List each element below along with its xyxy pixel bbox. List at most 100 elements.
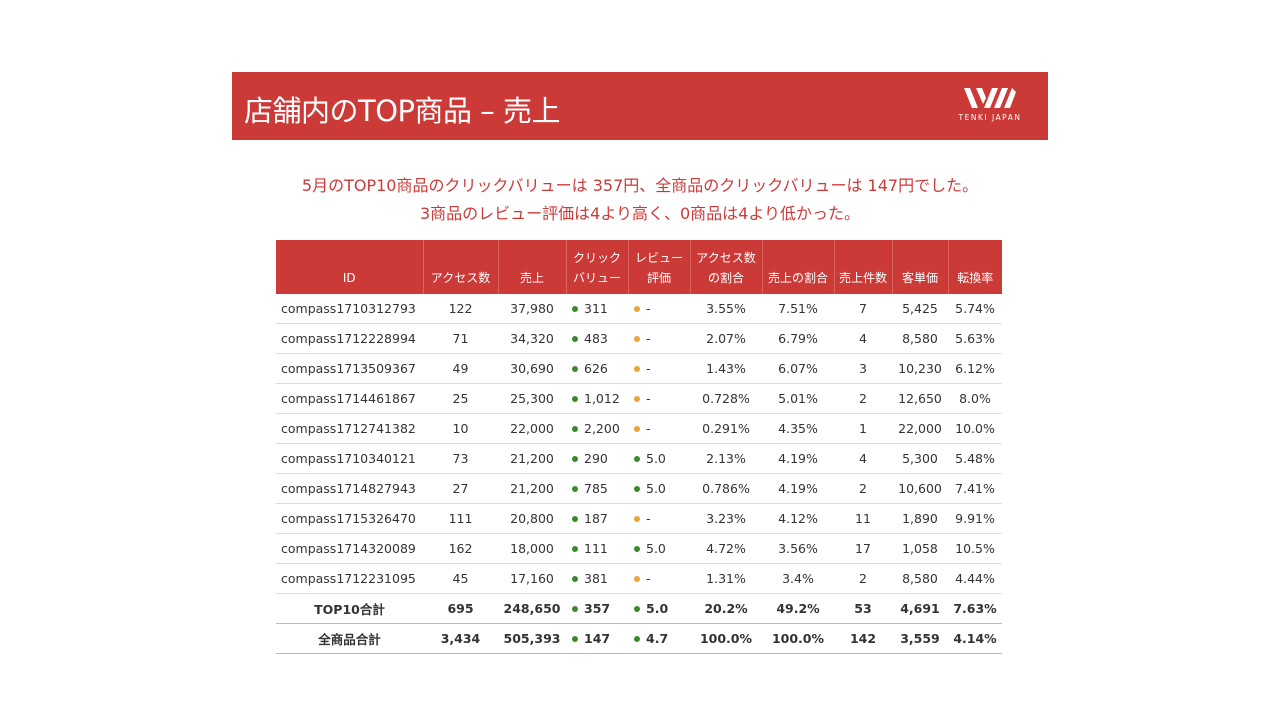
cell-review: 5.0 (628, 443, 690, 474)
cell-click: 290 (566, 443, 628, 474)
cell-access_share: 3.55% (690, 294, 762, 324)
cell-value: 6.79% (778, 331, 818, 346)
header-banner: 店舗内のTOP商品 – 売上 TENKI JAPAN (232, 72, 1048, 140)
cell-value: 20,800 (510, 511, 554, 526)
cell-count: 7 (834, 294, 892, 324)
cell-value: 30,690 (510, 361, 554, 376)
cell-value: 5.01% (778, 391, 818, 406)
page-title: 店舗内のTOP商品 – 売上 (244, 94, 560, 128)
cell-value: compass1710340121 (281, 451, 416, 466)
cell-sales: 30,690 (498, 353, 566, 384)
cell-value: 3.55% (706, 301, 746, 316)
cell-access: 122 (423, 294, 498, 324)
brand-name: TENKI JAPAN (958, 113, 1022, 122)
cell-count: 2 (834, 563, 892, 594)
table-row: compass1710340121 73 21,200 290 5.0 2.13% 4.19… (276, 443, 1002, 474)
column-header-label: 売上 (519, 271, 544, 285)
cell-value: 12,650 (898, 391, 942, 406)
cell-id: compass1710312793 (276, 294, 423, 324)
status-dot-icon (572, 635, 578, 642)
cell-value: compass1715326470 (281, 511, 416, 526)
cell-access: 71 (423, 323, 498, 354)
cell-id: compass1714320089 (276, 533, 423, 564)
cell-value: 7.51% (778, 301, 818, 316)
cell-value: 4.12% (778, 511, 818, 526)
cell-access: 27 (423, 473, 498, 504)
cell-id: compass1714827943 (276, 473, 423, 504)
cell-value: 3.23% (706, 511, 746, 526)
column-header-click: クリック バリュー (565, 240, 628, 294)
cell-value: 6.07% (778, 361, 818, 376)
cell-value: 187 (584, 511, 608, 526)
cell-access_share: 3.23% (690, 503, 762, 534)
cell-review: - (628, 383, 690, 414)
cell-value: 3,434 (440, 631, 481, 646)
column-header-label: クリック (572, 251, 621, 265)
cell-avg: 10,600 (892, 473, 948, 504)
cell-value: compass1714461867 (281, 391, 416, 406)
cell-conv: 7.63% (948, 593, 1002, 624)
cell-value: 3.4% (782, 571, 814, 586)
cell-id: compass1712741382 (276, 413, 423, 444)
cell-value: 100.0% (699, 631, 753, 646)
cell-value: 5.0 (646, 541, 666, 556)
table-row: compass1714461867 25 25,300 1,012 - 0.728% 5.0… (276, 383, 1002, 414)
cell-value: - (646, 301, 651, 316)
status-dot-icon (572, 335, 578, 342)
cell-count: 17 (834, 533, 892, 564)
table-row: compass1710312793 122 37,980 311 - 3.55% 7.51%… (276, 294, 1002, 324)
cell-value: 1,890 (902, 511, 938, 526)
cell-count: 4 (834, 323, 892, 354)
cell-value: 10.5% (955, 541, 995, 556)
cell-access_share: 20.2% (690, 593, 762, 624)
cell-avg: 3,559 (892, 623, 948, 654)
cell-sales_share: 6.79% (762, 323, 834, 354)
cell-value: 2 (859, 391, 867, 406)
cell-value: 4.44% (955, 571, 995, 586)
cell-count: 142 (834, 623, 892, 654)
cell-sales: 17,160 (498, 563, 566, 594)
cell-value: 3,559 (900, 631, 940, 646)
cell-value: compass1712741382 (281, 421, 416, 436)
column-header-label: 評価 (646, 271, 671, 285)
cell-value: 6.12% (955, 361, 995, 376)
cell-value: 4 (859, 451, 867, 466)
cell-value: 1.31% (706, 571, 746, 586)
cell-value: 111 (448, 511, 473, 526)
cell-sales_share: 4.19% (762, 443, 834, 474)
column-header-label: ID (342, 271, 356, 285)
cell-value: TOP10合計 (314, 602, 385, 617)
cell-click: 381 (566, 563, 628, 594)
cell-sales_share: 49.2% (762, 593, 834, 624)
cell-sales: 34,320 (498, 323, 566, 354)
cell-value: 7 (859, 301, 867, 316)
cell-sales_share: 4.12% (762, 503, 834, 534)
cell-value: 248,650 (503, 601, 561, 616)
cell-value: 5.48% (955, 451, 995, 466)
cell-count: 3 (834, 353, 892, 384)
summary-line-1: 5月のTOP10商品のクリックバリューは 357円、全商品のクリックバリューは … (301, 176, 979, 195)
column-header-access: アクセス数 (422, 240, 498, 294)
table-header-row: ID アクセス数 売上 クリック バリュー レビュー 評価 アクセス数 の割合 売上の割合 売上件数… (276, 240, 1002, 294)
cell-click: 187 (566, 503, 628, 534)
cell-review: - (628, 294, 690, 324)
status-dot-icon (572, 575, 578, 582)
column-header-access_share: アクセス数 の割合 (689, 240, 762, 294)
cell-click: 483 (566, 323, 628, 354)
table-row: compass1713509367 49 30,690 626 - 1.43% 6.07% 3… (276, 353, 1002, 384)
cell-value: compass1714320089 (281, 541, 416, 556)
cell-value: 21,200 (510, 451, 554, 466)
column-header-count: 売上件数 (833, 240, 892, 294)
status-dot-icon (634, 635, 640, 642)
cell-value: compass1710312793 (281, 301, 416, 316)
cell-value: 162 (448, 541, 473, 556)
cell-access: 73 (423, 443, 498, 474)
cell-access: 45 (423, 563, 498, 594)
cell-value: 5.0 (646, 481, 666, 496)
cell-sales: 21,200 (498, 443, 566, 474)
cell-value: 25 (452, 391, 469, 406)
cell-conv: 4.44% (948, 563, 1002, 594)
cell-sales_share: 4.35% (762, 413, 834, 444)
cell-access: 49 (423, 353, 498, 384)
cell-access_share: 100.0% (690, 623, 762, 654)
